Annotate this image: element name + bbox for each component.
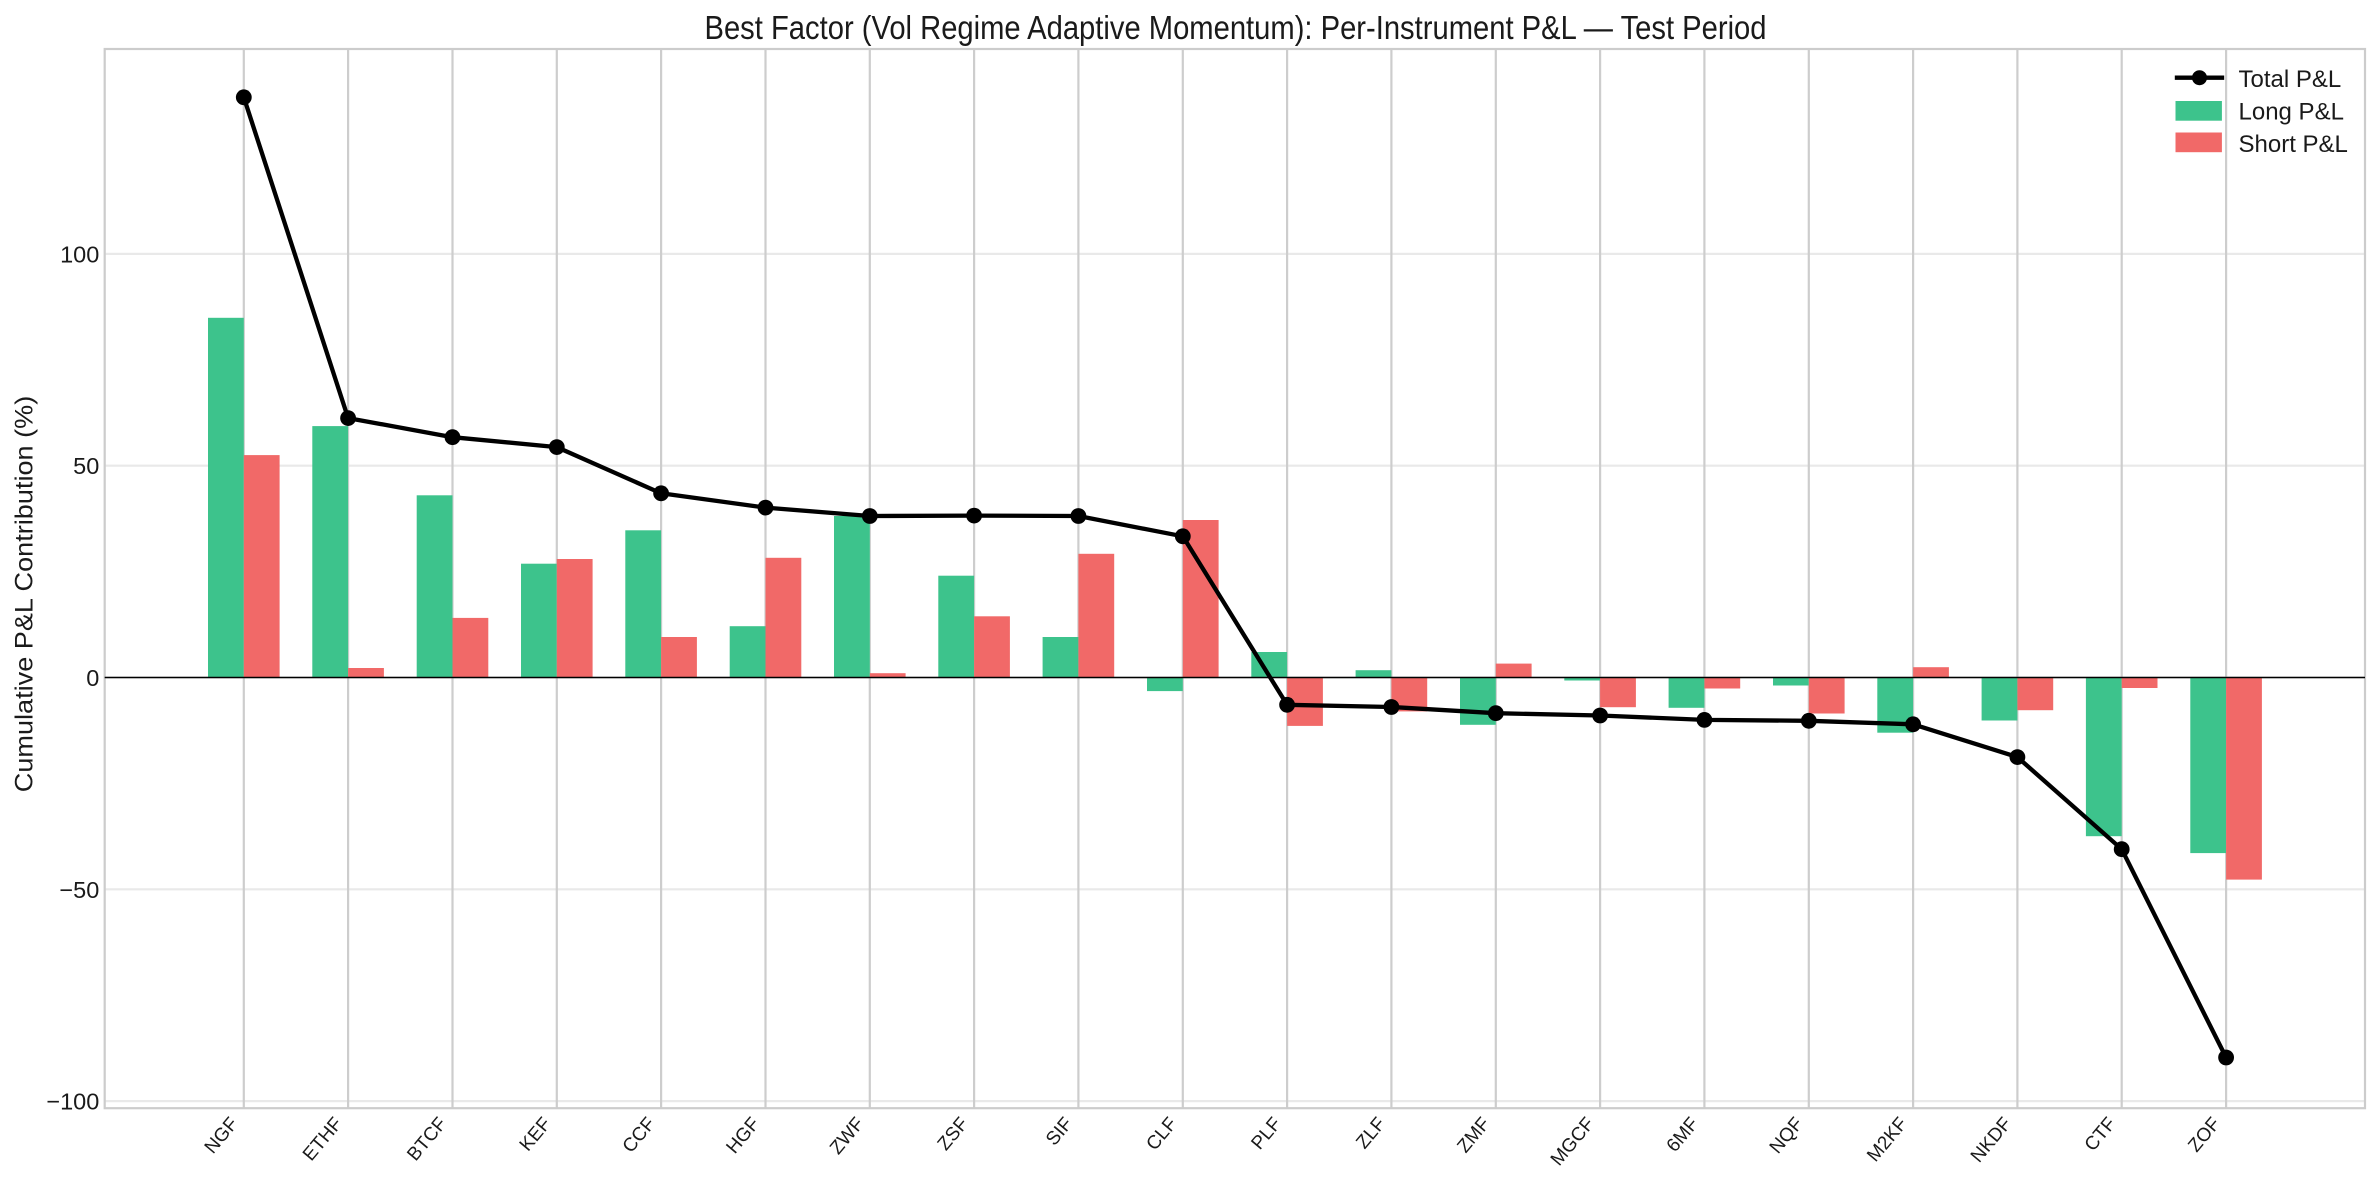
svg-text:Best Factor (Vol Regime Adapti: Best Factor (Vol Regime Adaptive Momentu… <box>705 9 1767 46</box>
svg-text:−100: −100 <box>46 1089 99 1115</box>
svg-text:Total P&L: Total P&L <box>2239 66 2342 93</box>
svg-text:Long P&L: Long P&L <box>2239 99 2344 126</box>
svg-text:0: 0 <box>86 665 99 691</box>
svg-text:Short P&L: Short P&L <box>2239 131 2348 158</box>
svg-text:50: 50 <box>73 453 99 479</box>
svg-text:−50: −50 <box>59 877 99 903</box>
svg-text:Cumulative P&L Contribution (%: Cumulative P&L Contribution (%) <box>11 396 38 793</box>
svg-text:100: 100 <box>60 241 99 267</box>
